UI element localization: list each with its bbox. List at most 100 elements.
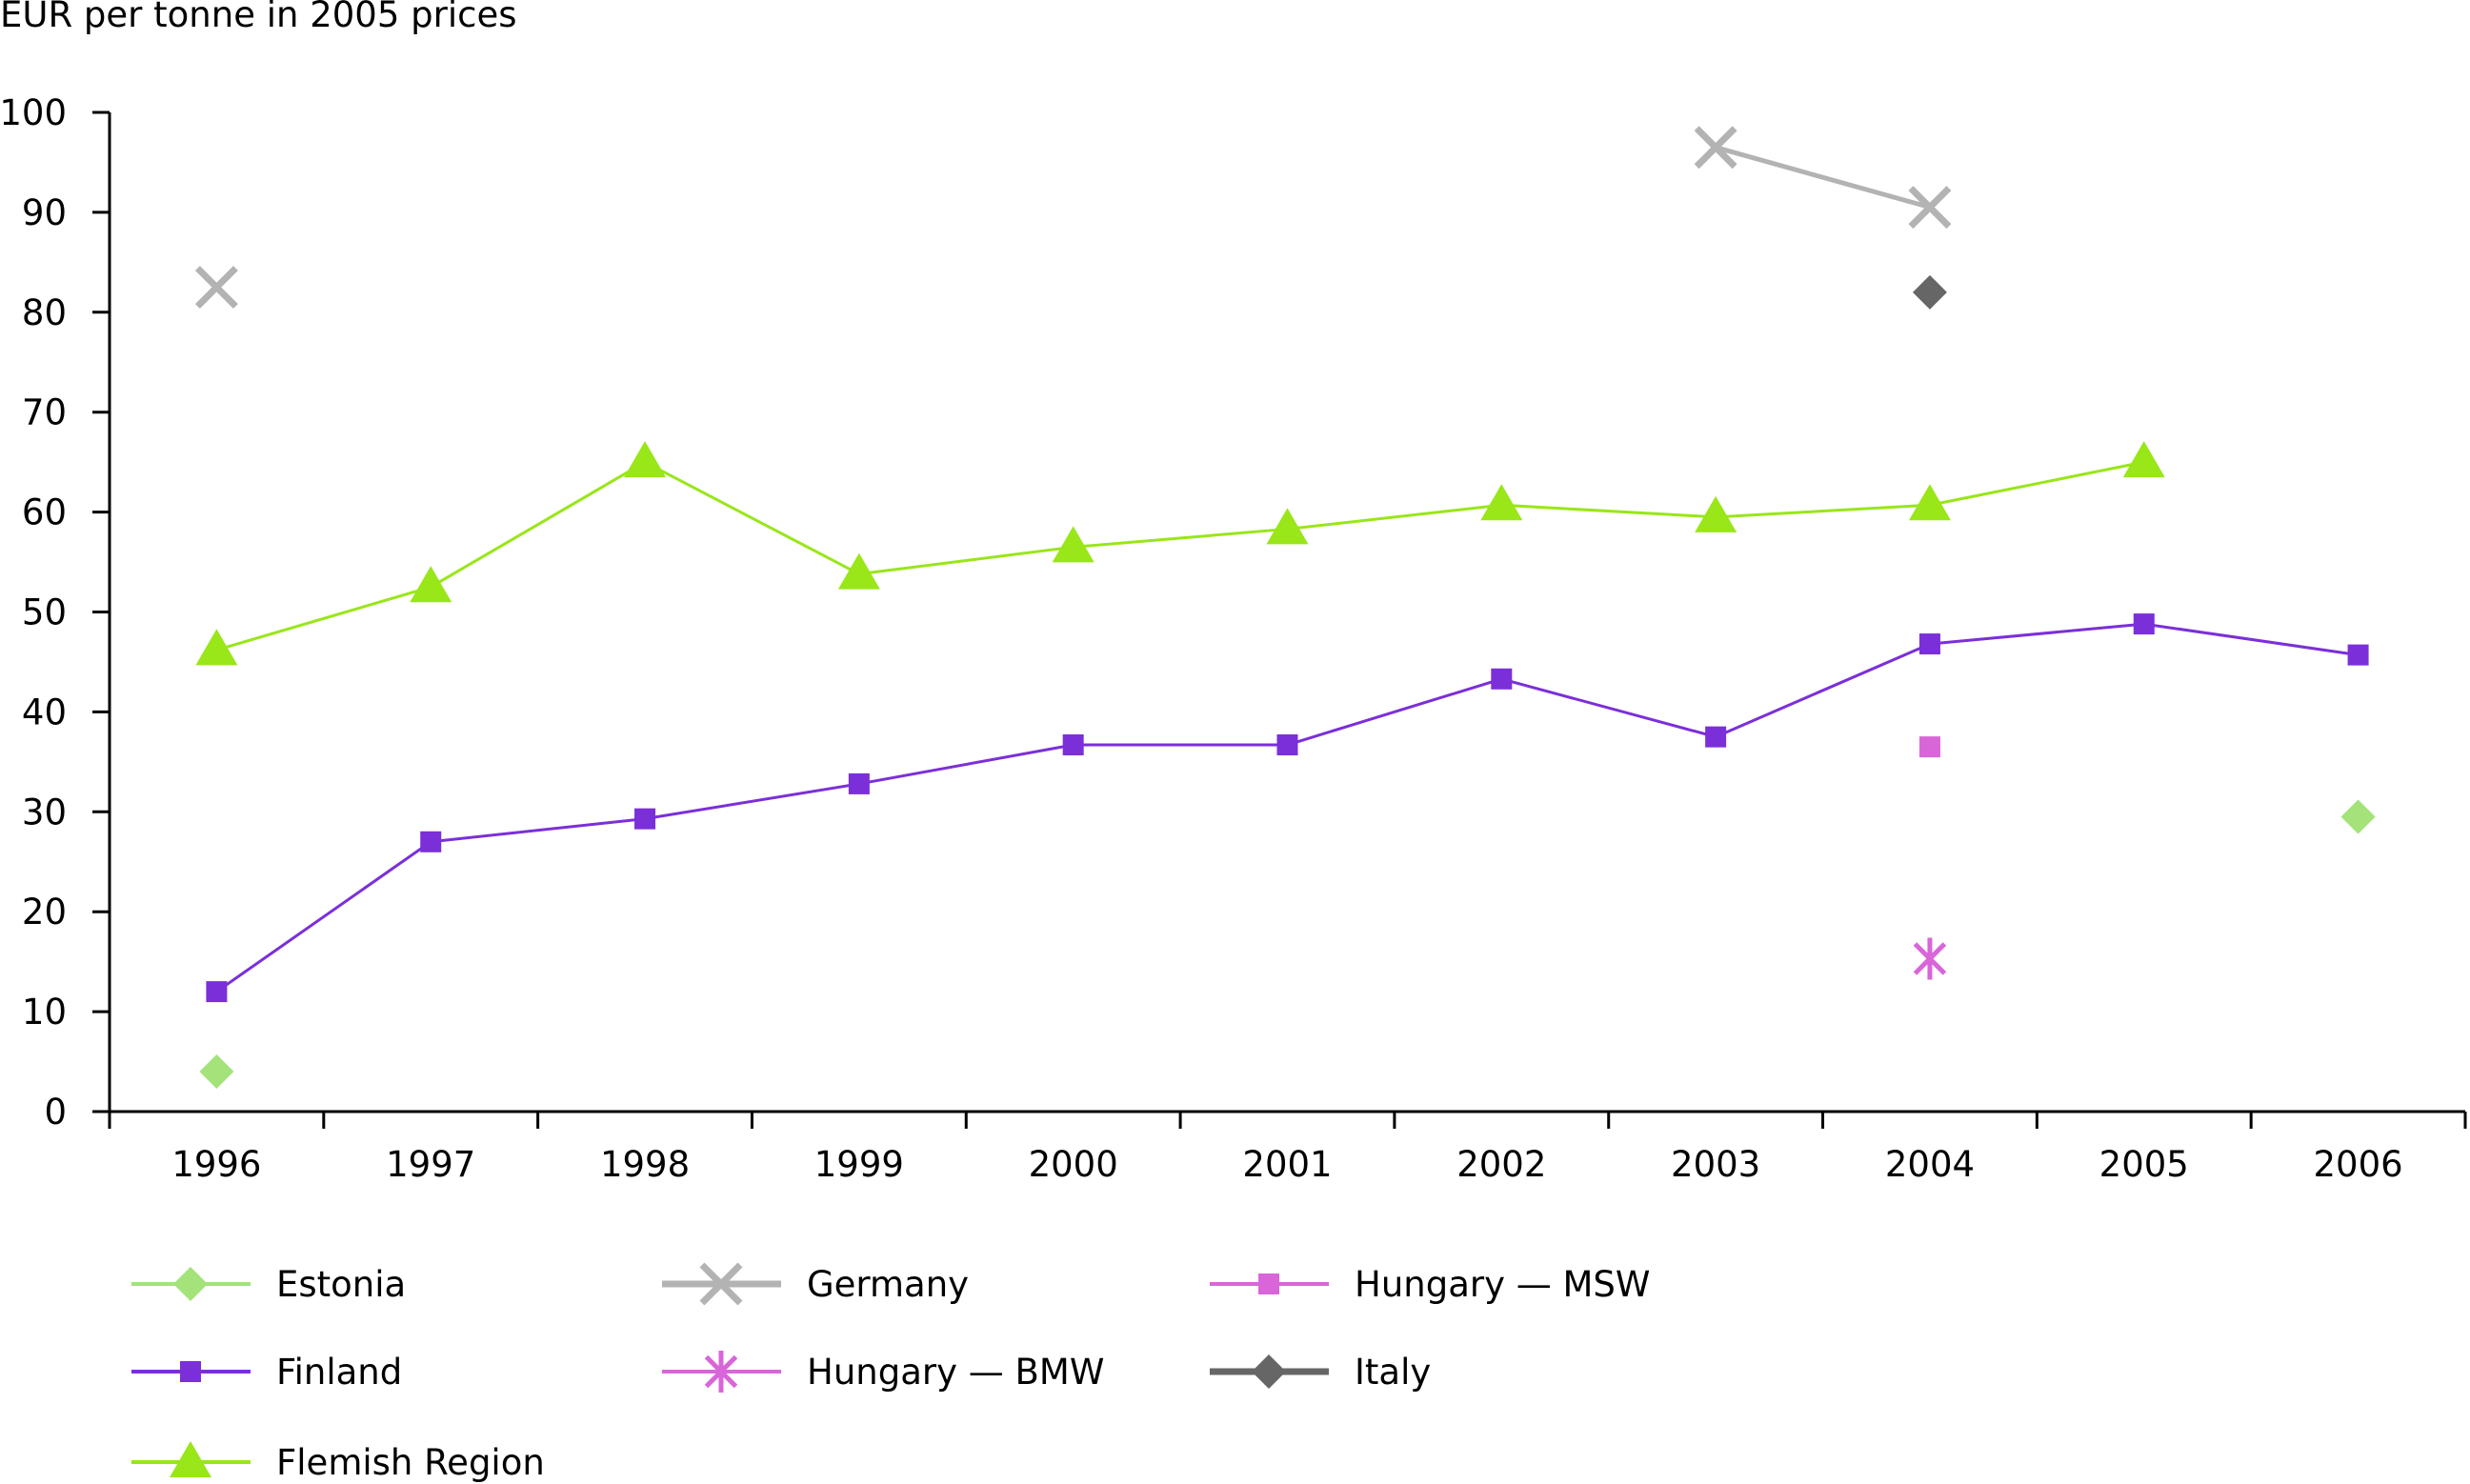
series-line-segment [1715,642,1931,739]
data-point [2122,441,2165,478]
y-tick-label: 50 [22,592,67,633]
x-tick-label: 2003 [1671,1144,1760,1185]
data-point [194,266,238,310]
data-point [1266,508,1309,545]
legend-marker [180,1361,201,1382]
series-line-segment [215,840,432,993]
data-point [410,566,452,603]
axes [92,110,2467,1129]
data-point [420,831,442,852]
data-point [1908,186,1952,230]
legend-item-italy: Italy [1210,1352,1431,1393]
legend-item-germany: Germany [662,1262,969,1306]
data-point [2133,613,2155,635]
legend-label: Flemish Region [276,1442,545,1483]
legend-item-hungary-bmw: Hungary — BMW [662,1351,1104,1393]
series-finland [206,613,2369,1003]
legend-label: Finland [276,1352,402,1393]
legend-marker [699,1262,743,1306]
legend-marker [1252,1354,1286,1389]
x-tick-label: 1998 [600,1144,690,1185]
series-line-segment [858,743,1074,786]
series-line-segment [1929,460,2145,507]
legend-item-estonia: Estonia [131,1264,406,1305]
legend-label: Hungary — BMW [807,1352,1104,1393]
series-estonia [199,799,2376,1090]
y-tick-label: 40 [22,692,67,732]
legend-item-finland: Finland [131,1352,402,1393]
x-tick-label: 1999 [814,1144,904,1185]
series-line-segment [1500,677,1717,739]
x-tick-label: 1996 [171,1144,261,1185]
legend-label: Hungary — MSW [1355,1264,1651,1305]
series-layer [194,126,2376,1090]
data-point [195,629,238,666]
series-line-segment [1287,677,1502,747]
y-tick-label: 30 [22,792,67,832]
data-point [1913,937,1947,980]
series-germany [194,126,1952,310]
data-point [848,772,870,794]
series-flemish-region [195,441,2165,666]
data-point [1491,668,1513,690]
data-point [1052,526,1094,563]
data-point [624,441,667,478]
y-tick-label: 20 [22,892,67,933]
data-point [1912,274,1947,310]
legend-item-hungary-msw: Hungary — MSW [1210,1264,1651,1305]
x-tick-label: 2002 [1456,1144,1546,1185]
y-tick-label: 10 [22,992,67,1033]
x-tick-labels: 1996 1997 1998 1999 2000 2001 2002 2003 2004 2005… [171,1144,2402,1185]
data-point [1695,495,1737,532]
data-point [1276,734,1298,756]
series-line-segment [431,817,646,844]
y-tick-label: 100 [0,92,67,133]
data-point [1694,126,1737,170]
y-tick-labels: 0 10 20 30 40 50 60 70 80 90 100 [0,92,67,1133]
series-line-segment [1287,503,1502,531]
legend: Estonia Germany Hungary — MSW Finland Hungar… [131,1262,1651,1483]
series-line-segment [644,460,860,575]
x-tick-label: 1997 [386,1144,475,1185]
series-line-segment [1073,527,1288,549]
legend-label: Germany [807,1264,969,1305]
legend-item-flemish-region: Flemish Region [131,1441,545,1483]
y-tick-label: 70 [22,392,67,433]
series-line-segment [644,782,860,821]
series-line-segment [1501,503,1717,519]
data-point [206,981,228,1003]
y-tick-label: 80 [22,292,67,333]
legend-label: Italy [1355,1352,1431,1393]
data-point [2340,799,2376,834]
series-line-segment [1715,145,1931,211]
data-point [199,1054,234,1090]
data-point [1480,484,1523,521]
series-line-segment [1716,503,1931,519]
y-tick-label: 60 [22,492,67,533]
legend-label: Estonia [276,1264,406,1305]
data-point [1918,633,1940,655]
legend-marker [170,1441,211,1477]
series-line-segment [430,460,646,589]
series-italy [1912,274,1947,310]
data-point [1908,484,1951,521]
legend-marker [173,1267,208,1301]
x-tick-label: 2006 [2314,1144,2403,1185]
series-hungary-bmw [1913,937,1947,980]
data-point [1062,734,1084,756]
y-axis-label: EUR per tonne in 2005 prices [0,0,517,35]
series-line-segment [858,545,1074,576]
x-tick-label: 2005 [2099,1144,2189,1185]
data-point [2347,644,2369,666]
data-point [1918,736,1940,758]
series-line-segment [2143,622,2359,657]
x-tick-label: 2001 [1242,1144,1332,1185]
x-tick-label: 2000 [1029,1144,1118,1185]
data-point [837,552,880,590]
series-hungary-msw [1918,736,1940,758]
legend-marker [704,1351,738,1393]
y-tick-label: 0 [44,1092,67,1133]
y-tick-label: 90 [22,192,67,233]
x-tick-label: 2004 [1885,1144,1975,1185]
